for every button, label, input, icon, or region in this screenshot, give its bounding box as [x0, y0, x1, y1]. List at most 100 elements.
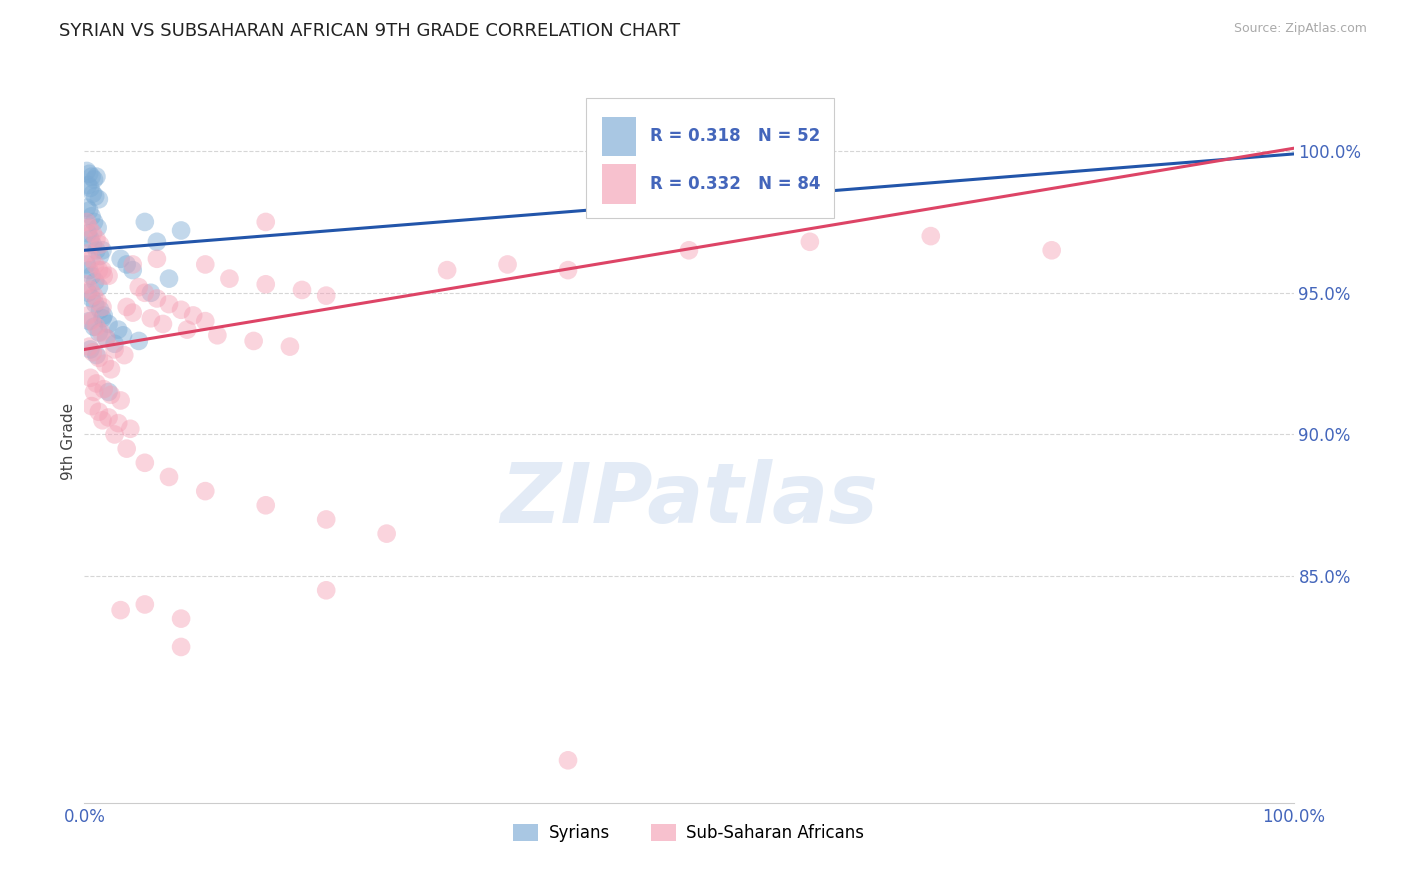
Point: [90, 326, 112, 340]
Point: [97, 268, 120, 283]
Point: [112, 328, 135, 343]
Point: [77, 285, 100, 300]
Point: [176, 323, 198, 337]
Point: [84, 257, 107, 271]
Point: [194, 257, 217, 271]
Point: [121, 305, 143, 319]
Point: [79, 181, 101, 195]
Point: [94, 331, 117, 345]
Point: [76, 164, 98, 178]
Point: [315, 512, 337, 526]
Point: [170, 612, 193, 626]
Point: [121, 257, 143, 271]
Point: [93, 382, 115, 396]
Point: [152, 317, 174, 331]
Point: [170, 223, 193, 237]
Point: [77, 220, 100, 235]
Point: [87, 192, 110, 206]
Point: [79, 232, 101, 246]
Point: [86, 348, 108, 362]
Point: [104, 343, 127, 357]
Point: [146, 292, 169, 306]
Point: [89, 237, 111, 252]
Point: [87, 326, 110, 340]
Point: [181, 309, 204, 323]
Point: [557, 263, 579, 277]
Point: [80, 268, 103, 283]
Point: [83, 319, 105, 334]
Point: [76, 257, 98, 271]
Point: [134, 456, 156, 470]
Point: [1040, 244, 1063, 258]
Point: [115, 442, 138, 456]
Point: [83, 215, 105, 229]
Point: [87, 263, 110, 277]
Point: [77, 263, 100, 277]
Point: [242, 334, 264, 348]
Point: [79, 343, 101, 357]
Bar: [602, 164, 636, 204]
Point: [89, 302, 111, 317]
Point: [94, 357, 117, 371]
Point: [97, 384, 120, 399]
Point: [80, 169, 103, 184]
Point: [80, 292, 103, 306]
Text: Source: ZipAtlas.com: Source: ZipAtlas.com: [1233, 22, 1367, 36]
Point: [86, 169, 108, 184]
Point: [194, 484, 217, 499]
Point: [80, 209, 103, 223]
Point: [79, 283, 101, 297]
Point: [80, 314, 103, 328]
Bar: [586, 98, 834, 218]
Point: [100, 388, 122, 402]
Point: [83, 288, 105, 302]
Point: [315, 583, 337, 598]
Point: [218, 271, 240, 285]
Text: ZIPatlas: ZIPatlas: [501, 458, 877, 540]
Point: [94, 331, 117, 345]
Point: [278, 340, 301, 354]
Point: [157, 271, 180, 285]
Point: [83, 172, 105, 186]
Point: [97, 317, 120, 331]
Point: [139, 285, 162, 300]
Point: [77, 340, 100, 354]
Point: [112, 348, 135, 362]
Text: SYRIAN VS SUBSAHARAN AFRICAN 9TH GRADE CORRELATION CHART: SYRIAN VS SUBSAHARAN AFRICAN 9TH GRADE C…: [59, 22, 681, 40]
Point: [80, 399, 103, 413]
Point: [91, 263, 114, 277]
Legend: Syrians, Sub-Saharan Africans: Syrians, Sub-Saharan Africans: [506, 817, 872, 848]
Point: [920, 229, 942, 244]
Text: R = 0.318   N = 52: R = 0.318 N = 52: [650, 128, 821, 145]
Point: [83, 384, 105, 399]
Point: [134, 285, 156, 300]
Point: [82, 237, 104, 252]
Point: [107, 416, 129, 430]
Point: [93, 268, 115, 283]
Point: [82, 345, 104, 359]
Point: [87, 280, 110, 294]
Point: [170, 640, 193, 654]
Point: [139, 311, 162, 326]
Point: [84, 275, 107, 289]
Point: [157, 470, 180, 484]
Point: [194, 314, 217, 328]
Point: [121, 263, 143, 277]
Point: [157, 297, 180, 311]
Point: [86, 294, 108, 309]
Point: [86, 232, 108, 246]
Y-axis label: 9th Grade: 9th Grade: [60, 403, 76, 480]
Point: [115, 257, 138, 271]
Point: [315, 288, 337, 302]
Point: [87, 405, 110, 419]
Point: [80, 252, 103, 266]
Point: [77, 167, 100, 181]
Point: [77, 227, 100, 241]
Point: [104, 336, 127, 351]
Point: [107, 323, 129, 337]
Point: [97, 410, 120, 425]
Point: [93, 309, 115, 323]
Point: [557, 753, 579, 767]
Point: [104, 427, 127, 442]
Point: [84, 189, 107, 203]
